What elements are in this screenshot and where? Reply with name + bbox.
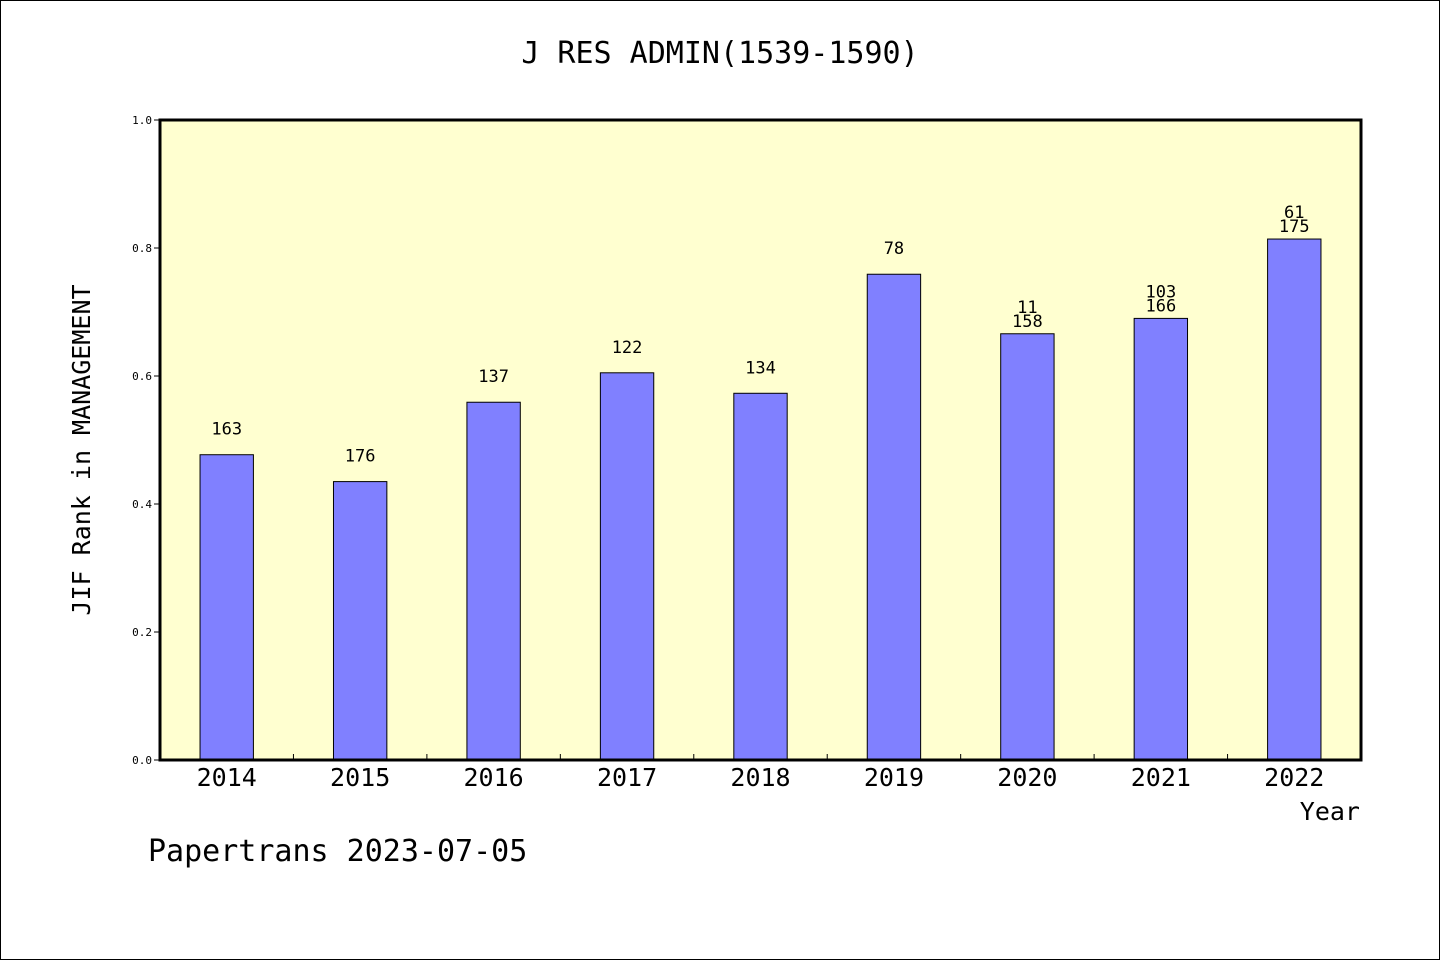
data-label: 137 — [478, 367, 509, 387]
y-tick-label: 0.0 — [132, 754, 152, 767]
y-tick-label: 0.6 — [132, 370, 152, 383]
x-tick-label: 2019 — [864, 763, 924, 792]
data-label: 11 — [1017, 298, 1037, 318]
bar-2016 — [466, 401, 521, 761]
bar-2020 — [1000, 333, 1055, 761]
x-tick-label: 2018 — [730, 763, 790, 792]
data-label: 61 — [1284, 203, 1304, 223]
x-tick-label: 2020 — [997, 763, 1057, 792]
bar-2022 — [1267, 238, 1322, 761]
data-label: 78 — [884, 239, 904, 259]
footer-text: Papertrans 2023-07-05 — [148, 834, 528, 869]
bar-2021 — [1133, 317, 1189, 761]
data-label: 176 — [345, 447, 376, 467]
plot-border — [158, 118, 1363, 762]
bar-2019 — [866, 273, 922, 761]
bar-2014 — [199, 454, 254, 761]
x-tick-label: 2022 — [1264, 763, 1324, 792]
bar-2017 — [599, 372, 655, 761]
y-tick-label: 0.8 — [132, 242, 152, 255]
data-label: 103 — [1145, 282, 1176, 302]
x-tick-label: 2021 — [1131, 763, 1191, 792]
bar-2018 — [733, 392, 788, 761]
x-tick-label: 2014 — [197, 763, 257, 792]
x-tick-label: 2015 — [330, 763, 390, 792]
chart-title: J RES ADMIN(1539-1590) — [521, 36, 919, 71]
y-axis-label: JIF Rank in MANAGEMENT — [67, 284, 96, 615]
y-tick-label: 0.2 — [132, 626, 152, 639]
data-label: 122 — [612, 338, 643, 358]
data-label: 163 — [211, 420, 242, 440]
x-tick-label: 2016 — [464, 763, 524, 792]
data-label: 158 — [1012, 312, 1043, 332]
y-tick-label: 0.4 — [132, 498, 152, 511]
data-label: 166 — [1145, 296, 1176, 316]
y-tick-label: 1.0 — [132, 114, 152, 127]
x-tick-label: 2017 — [597, 763, 657, 792]
x-axis-label: Year — [1300, 797, 1360, 826]
bar-2015 — [332, 481, 388, 761]
data-label: 175 — [1279, 217, 1310, 237]
data-label: 134 — [745, 358, 776, 378]
